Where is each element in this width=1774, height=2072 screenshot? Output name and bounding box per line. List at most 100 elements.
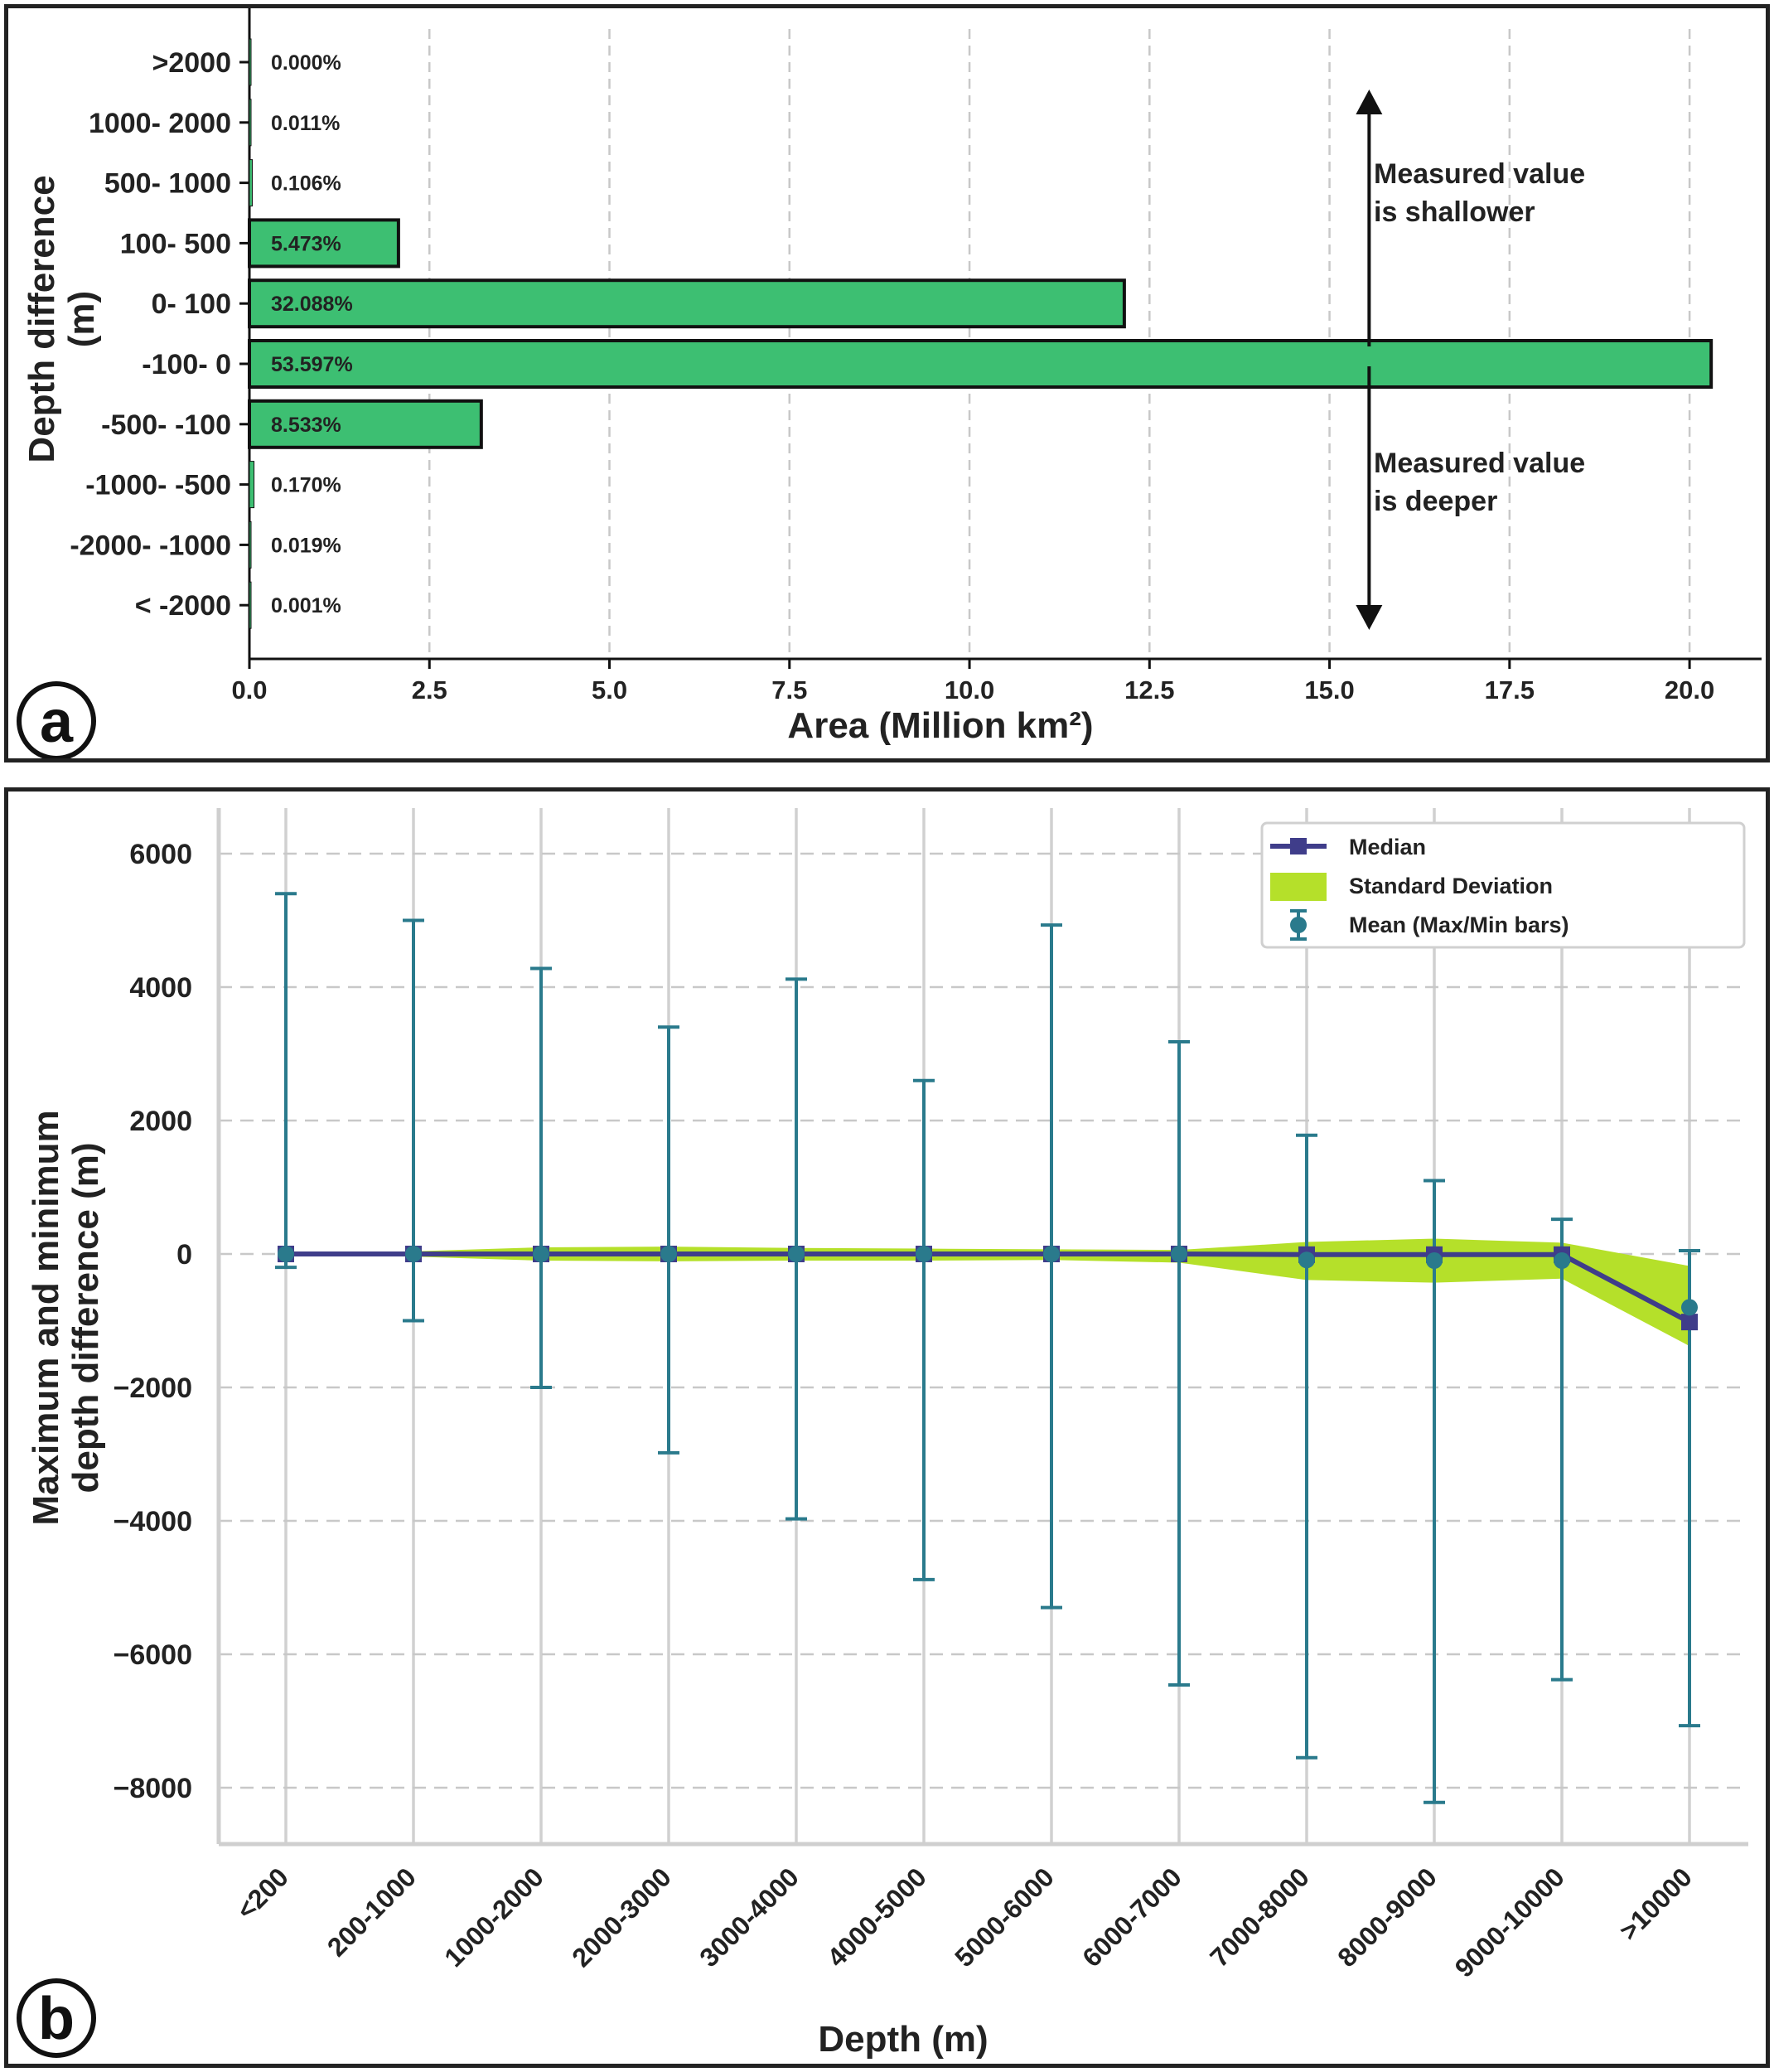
x-tick-label: 17.5 [1485,675,1535,704]
median-marker [1681,1314,1698,1331]
y-tick-label: 1000- 2000 [89,108,231,139]
x-tick-label: 10.0 [945,675,994,704]
panel-label: b [38,1986,75,2052]
x-tick-label: 5000-6000 [949,1861,1060,1973]
y-tick-label: 500- 1000 [104,168,231,200]
line-chart-b: 6000 4000 2000 0 −2000 −4000 −6000 −8000 <200 200… [17,808,1748,2060]
y-tick-label: -500- -100 [101,409,231,441]
x-tick-label: 6000-7000 [1076,1861,1187,1973]
data-label: 0.001% [271,594,341,617]
legend-mean-marker [1290,917,1307,933]
data-label: 0.019% [271,534,341,557]
x-tick-label: 9000-10000 [1449,1861,1570,1982]
y-tick-label: -2000- -1000 [70,530,231,561]
y-tick-label: 100- 500 [120,228,231,259]
legend-mean-label: Mean (Max/Min bars) [1349,913,1569,937]
y-tick-label: 4000 [129,972,192,1004]
x-axis-title: Depth (m) [818,2019,988,2060]
legend-median-marker [1290,838,1307,854]
mean-marker [1681,1299,1698,1316]
x-tick-label: 8000-9000 [1332,1861,1443,1973]
y-tick-label: >2000 [152,47,232,79]
std-band [286,1238,1689,1347]
legend-std-label: Standard Deviation [1349,874,1553,898]
arrow-up-head [1356,90,1383,114]
bar [248,218,400,269]
y-tick-label: −6000 [114,1639,193,1671]
data-label: 0.170% [271,474,341,497]
legend-std-swatch [1270,873,1327,901]
mean-marker [533,1246,549,1262]
panel-a: Measured value is shallower Measured value… [4,4,1770,762]
panel-label-circle [17,1978,96,2058]
data-label: 8.533% [271,414,341,437]
bar [249,581,252,629]
mean-marker [916,1246,932,1262]
bar [249,159,253,207]
mean-marker [1043,1246,1060,1262]
x-tick-label: 12.5 [1124,675,1174,704]
data-label: 5.473% [271,232,341,255]
median-line [286,1251,1691,1324]
mean-marker [1554,1252,1570,1270]
x-tick-label: 200-1000 [321,1861,422,1962]
x-tick-label: 2.5 [412,675,447,704]
bar [248,278,1126,329]
y-tick-label: −8000 [114,1773,193,1804]
mean-marker [660,1246,677,1262]
bar [249,520,252,569]
x-tick-label: 15.0 [1304,675,1354,704]
x-tick-label: 0.0 [231,675,267,704]
x-tick-label: >10000 [1613,1861,1698,1946]
x-tick-label: 7.5 [771,675,807,704]
mean-marker [1171,1246,1187,1262]
x-tick-label: 3000-4000 [694,1861,805,1973]
bar-chart-a: Measured value is shallower Measured value… [17,8,1762,758]
mean-marker [1426,1252,1443,1270]
bar [248,339,1714,389]
x-tick-label: 20.0 [1665,675,1714,704]
y-axis-title: Maximum and minimum [26,1110,66,1525]
arrow-down-head [1356,605,1383,630]
x-tick-label: 1000-2000 [438,1861,549,1973]
panel-label-circle [17,681,96,758]
annotation-deeper: Measured value [1374,448,1585,479]
data-label: 32.088% [271,293,353,316]
y-axis-title: Depth difference [22,175,62,462]
x-tick-label: 7000-8000 [1204,1861,1315,1973]
legend-box [1260,821,1746,949]
mean-marker [405,1246,422,1262]
panel-b: 6000 4000 2000 0 −2000 −4000 −6000 −8000 <200 200… [4,787,1770,2068]
data-label: 0.106% [271,172,341,196]
bar [248,399,483,449]
y-axis-title: depth difference (m) [65,1143,106,1493]
x-tick-label: 5.0 [592,675,627,704]
annotation-shallower: is shallower [1374,196,1535,228]
annotation-deeper: is deeper [1374,486,1497,517]
data-label: 0.011% [271,112,340,135]
y-tick-label: < -2000 [135,590,231,622]
mean-marker [1298,1251,1315,1269]
y-tick-label: 2000 [129,1106,192,1137]
annotation-shallower: Measured value [1374,158,1585,190]
x-tick-label: 4000-5000 [821,1861,932,1973]
x-tick-label: 2000-3000 [566,1861,677,1973]
y-tick-label: 0 [176,1239,192,1271]
y-tick-label: 0- 100 [152,288,231,320]
y-tick-label: -100- 0 [142,349,231,380]
mean-marker [278,1246,294,1262]
x-tick-label: <200 [231,1861,294,1924]
y-axis-title: (m) [61,291,102,347]
bar [249,461,255,509]
bar [249,38,252,86]
bar [249,99,252,147]
mean-marker [788,1246,805,1262]
y-tick-label: 6000 [129,839,192,870]
data-label: 0.000% [271,51,341,75]
panel-label: a [40,689,74,755]
data-label: 53.597% [271,353,353,376]
x-axis-title: Area (Million km²) [787,705,1093,746]
legend-median-label: Median [1349,835,1426,859]
y-tick-label: −4000 [114,1506,193,1537]
y-tick-label: −2000 [114,1372,193,1404]
